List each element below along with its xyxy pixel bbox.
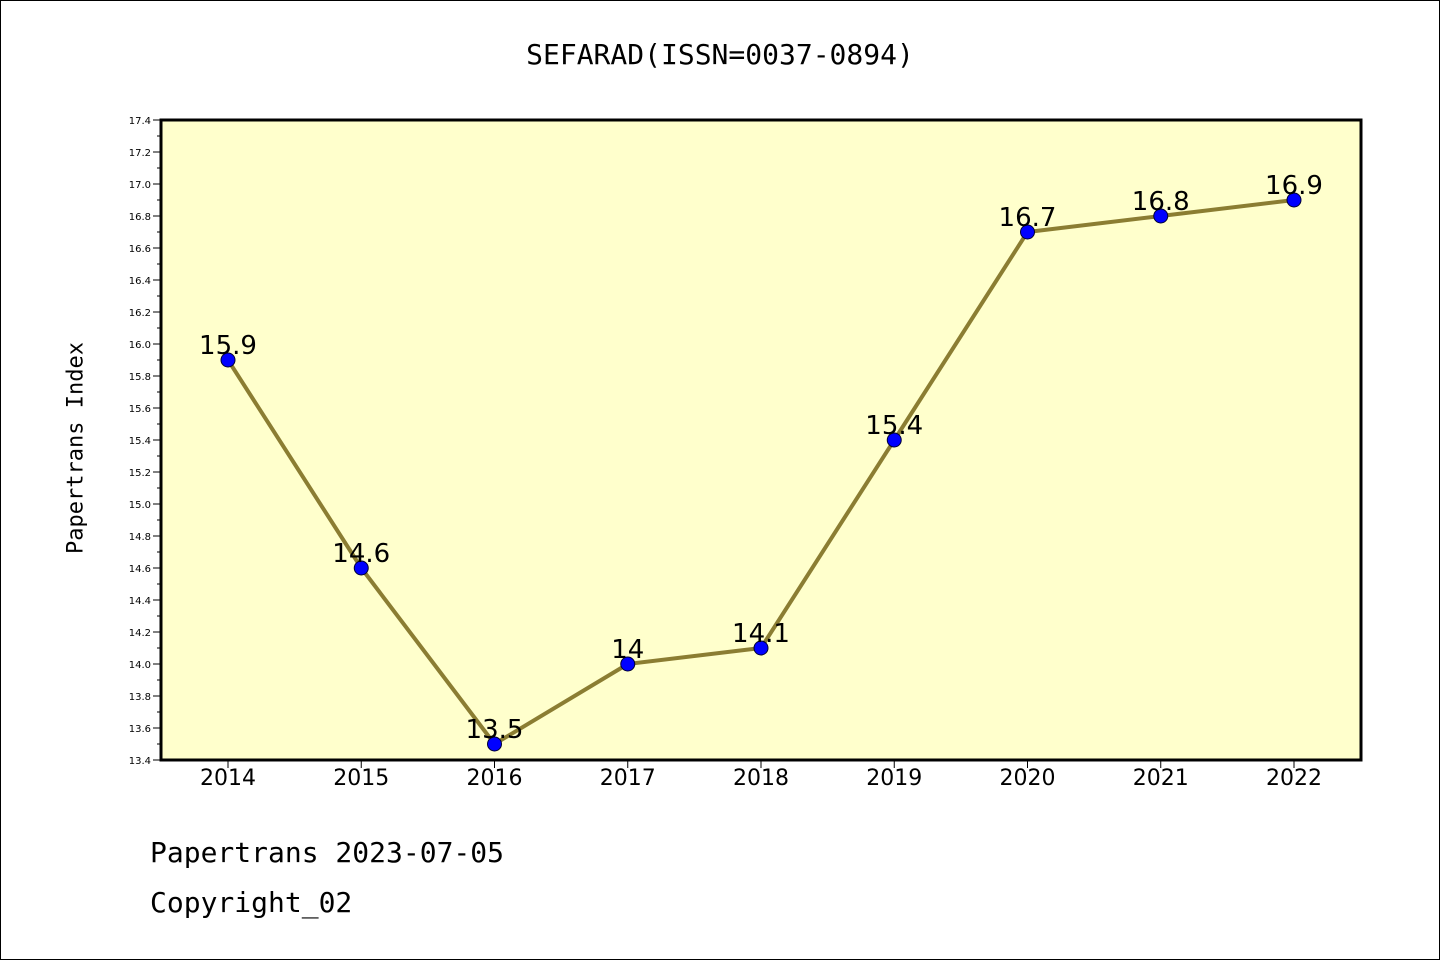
y-tick-label: 15.4 [129, 436, 151, 447]
x-tick-label: 2015 [333, 766, 389, 791]
chart-title: SEFARAD(ISSN=0037-0894) [526, 38, 914, 71]
y-tick-label: 14.4 [129, 596, 151, 607]
data-label: 14.6 [332, 539, 390, 569]
y-tick-label: 16.6 [129, 244, 151, 255]
x-axis-ticks: 2014 2015 2016 2017 2018 2019 2020 2021 2022 [200, 760, 1322, 791]
y-tick-label: 15.0 [129, 500, 151, 511]
x-tick-label: 2014 [200, 766, 256, 791]
y-tick-label: 17.4 [129, 116, 151, 127]
data-point [487, 736, 502, 752]
y-tick-label: 17.2 [129, 148, 151, 159]
y-tick-label: 15.8 [129, 372, 151, 383]
y-tick-label: 17.0 [129, 180, 151, 191]
y-tick-label: 13.8 [129, 692, 151, 703]
data-point [1020, 224, 1035, 240]
footer-date: Papertrans 2023-07-05 [150, 836, 505, 869]
y-tick-label: 14.8 [129, 532, 151, 543]
x-tick-label: 2018 [733, 766, 789, 791]
footer-copyright: Copyright_02 [150, 886, 353, 919]
plot-border [159, 118, 1363, 762]
series-data-labels: 15.9 14.6 13.5 14 14.1 15.4 16.7 16.8 16.9 [199, 171, 1323, 745]
data-label: 16.8 [1132, 187, 1190, 217]
data-point [1286, 192, 1302, 208]
y-tick-label: 14.0 [129, 660, 151, 671]
data-label: 16.7 [999, 203, 1057, 233]
y-tick-label: 15.6 [129, 404, 151, 415]
x-tick-label: 2022 [1266, 766, 1322, 791]
x-tick-label: 2016 [467, 766, 523, 791]
y-tick-label: 14.6 [129, 564, 151, 575]
data-point [353, 560, 369, 576]
x-tick-label: 2021 [1133, 766, 1189, 791]
y-tick-label: 15.2 [129, 468, 151, 479]
data-point [1153, 208, 1169, 224]
y-tick-label: 16.4 [129, 276, 151, 287]
y-tick-label: 14.2 [129, 628, 151, 639]
data-label: 15.9 [199, 331, 257, 361]
y-tick-label: 16.2 [129, 308, 151, 319]
data-point [753, 640, 769, 656]
data-label: 14.1 [732, 619, 790, 649]
y-axis-ticks: 13.4 13.6 13.8 14.0 14.2 14.4 14.6 14.8 15.0 15.2… [129, 116, 161, 767]
x-tick-label: 2020 [1000, 766, 1056, 791]
y-tick-label: 13.4 [129, 756, 151, 767]
data-label: 13.5 [466, 715, 524, 745]
data-label: 14 [611, 635, 644, 665]
data-label: 16.9 [1265, 171, 1323, 201]
data-point [620, 656, 636, 672]
data-label: 15.4 [865, 411, 923, 441]
y-tick-label: 16.0 [129, 340, 151, 351]
data-point [886, 432, 902, 448]
series-markers [220, 192, 1302, 752]
x-tick-label: 2017 [600, 766, 656, 791]
y-tick-label: 16.8 [129, 212, 151, 223]
y-tick-label: 13.6 [129, 724, 151, 735]
x-tick-label: 2019 [866, 766, 922, 791]
data-point [220, 352, 236, 368]
